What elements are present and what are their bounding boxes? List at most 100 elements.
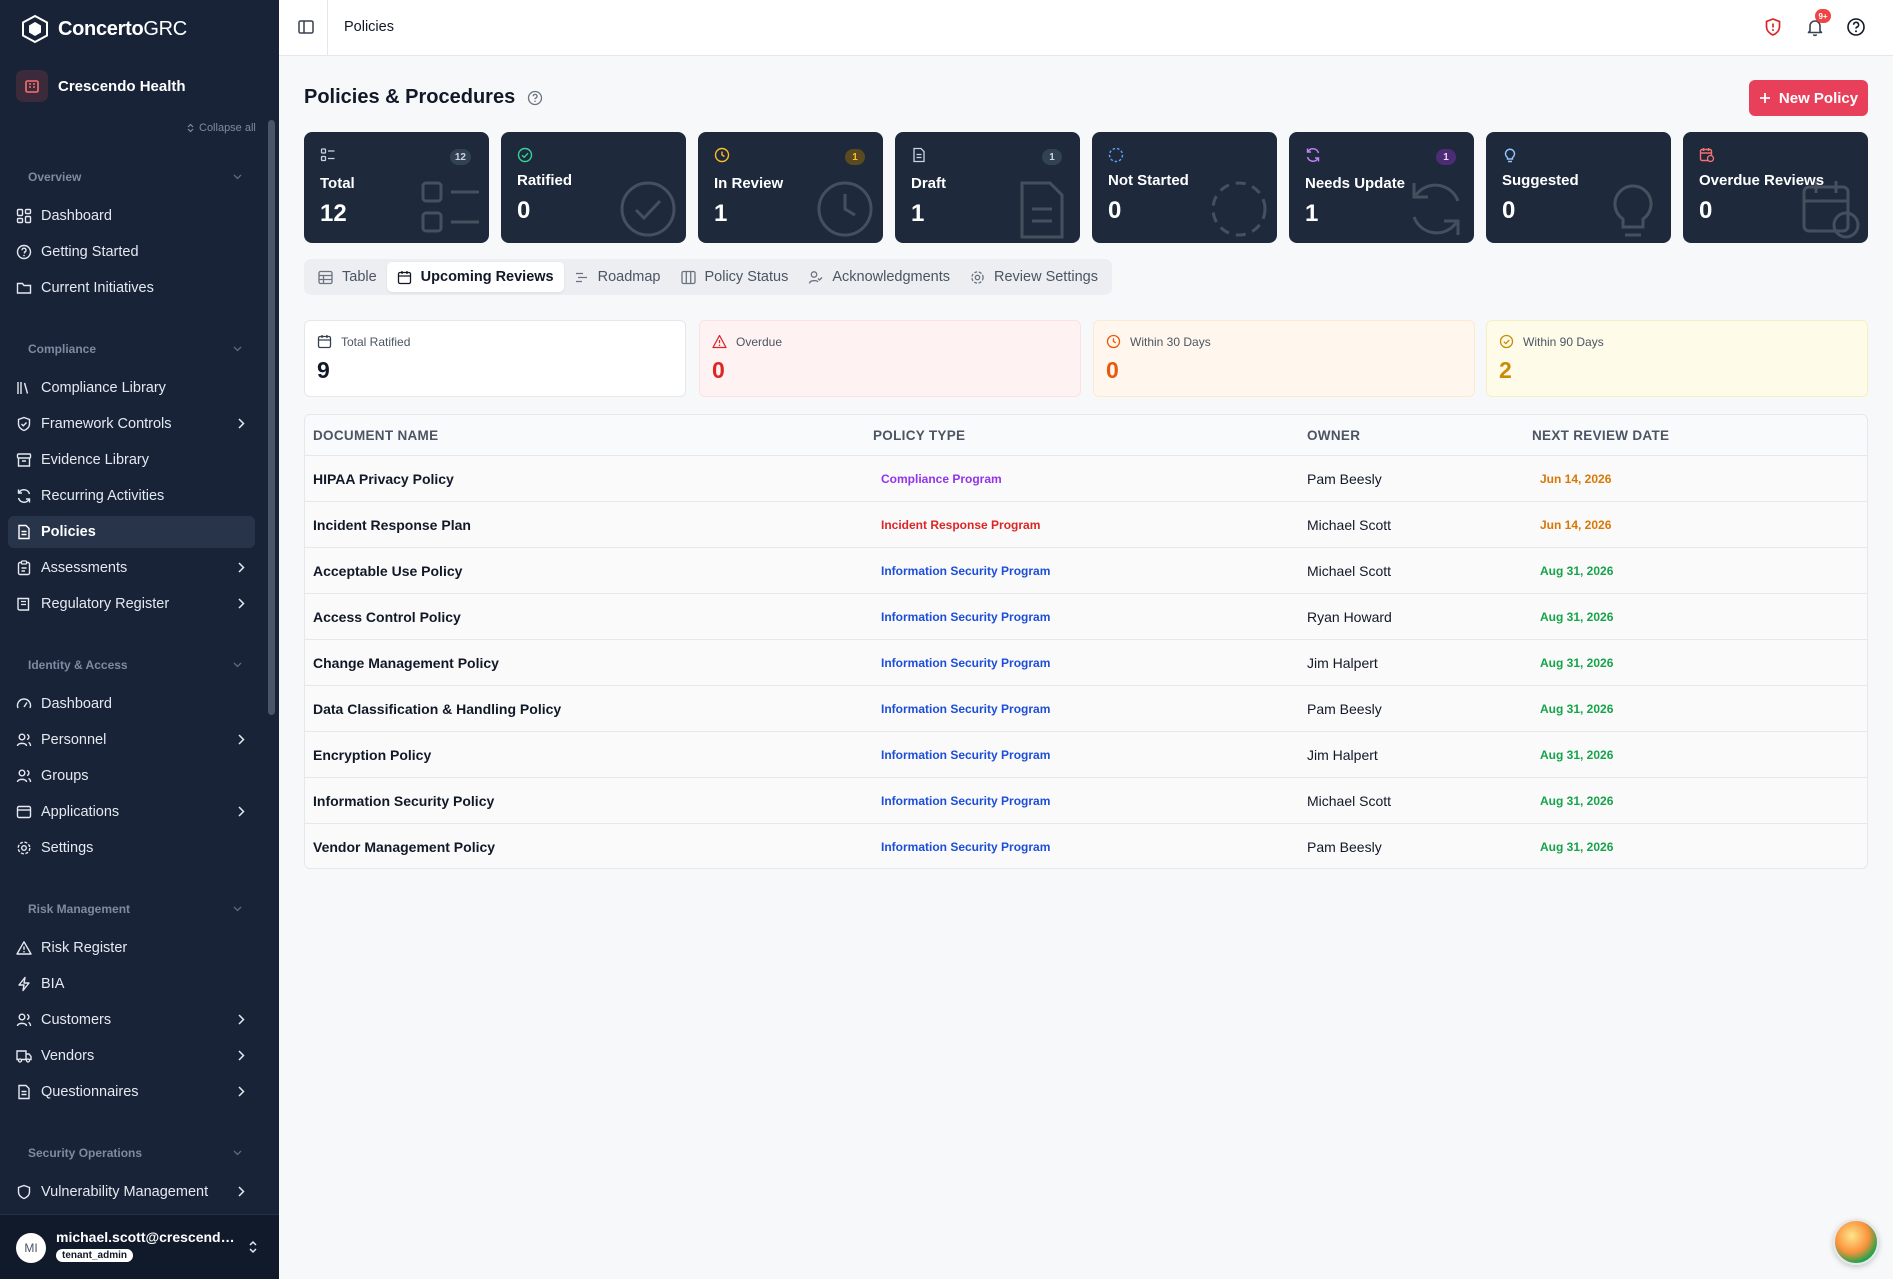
document-name[interactable]: Vendor Management Policy xyxy=(313,839,496,855)
collapse-all-button[interactable]: Collapse all xyxy=(186,122,256,134)
user-menu[interactable]: MI michael.scott@crescendohealth.com ten… xyxy=(0,1214,279,1279)
gear-icon xyxy=(17,841,31,855)
stat-card-overdue-reviews[interactable]: Overdue Reviews 0 xyxy=(1683,132,1868,243)
stat-label: Ratified xyxy=(517,172,573,189)
owner: Jim Halpert xyxy=(1307,747,1378,763)
sidebar-item-label: Regulatory Register xyxy=(41,596,170,612)
policy-type: Compliance Program xyxy=(881,472,1002,486)
document-name[interactable]: HIPAA Privacy Policy xyxy=(313,471,454,487)
sidebar-item-policies[interactable]: Policies xyxy=(8,516,255,548)
table-row[interactable]: Vendor Management Policy Information Sec… xyxy=(305,824,1867,868)
sidebar-toggle-icon[interactable] xyxy=(297,18,315,36)
column-header-policy-type[interactable]: POLICY TYPE xyxy=(873,428,966,443)
summary-label: Total Ratified xyxy=(341,335,411,349)
sidebar-item-recurring-activities[interactable]: Recurring Activities xyxy=(8,480,255,512)
shield-icon xyxy=(17,1184,31,1200)
table-row[interactable]: Data Classification & Handling Policy In… xyxy=(305,686,1867,732)
shield-alert-icon[interactable] xyxy=(1763,17,1783,37)
help-icon[interactable] xyxy=(1846,17,1866,37)
library-icon xyxy=(17,382,29,394)
org-switcher[interactable]: Crescendo Health xyxy=(16,70,186,102)
column-header-owner[interactable]: OWNER xyxy=(1307,428,1361,443)
info-help-icon[interactable] xyxy=(527,90,543,106)
sidebar-item-dashboard[interactable]: Dashboard xyxy=(8,200,255,232)
sidebar-scrollbar[interactable] xyxy=(268,120,275,715)
list-watermark-icon xyxy=(421,181,479,233)
sidebar-item-settings[interactable]: Settings xyxy=(8,832,255,864)
sidebar-item-groups[interactable]: Groups xyxy=(8,760,255,792)
sidebar-item-bia[interactable]: BIA xyxy=(8,968,255,1000)
stat-count-badge: 1 xyxy=(1436,149,1456,165)
document-name[interactable]: Access Control Policy xyxy=(313,609,461,625)
section-security-operations[interactable]: Security Operations xyxy=(28,1146,242,1160)
tab-upcoming-reviews[interactable]: Upcoming Reviews xyxy=(386,262,564,292)
section-compliance[interactable]: Compliance xyxy=(28,342,242,356)
document-name[interactable]: Data Classification & Handling Policy xyxy=(313,701,562,717)
stat-card-in-review[interactable]: 1 In Review 1 xyxy=(698,132,883,243)
brand-logo[interactable]: ConcertoGRC xyxy=(20,14,187,44)
stat-card-total[interactable]: 12 Total 12 xyxy=(304,132,489,243)
table-row[interactable]: HIPAA Privacy Policy Compliance Program … xyxy=(305,456,1867,502)
document-name[interactable]: Encryption Policy xyxy=(313,747,432,763)
section-identity-access[interactable]: Identity & Access xyxy=(28,658,242,672)
table-row[interactable]: Encryption Policy Information Security P… xyxy=(305,732,1867,778)
sidebar-item-customers[interactable]: Customers xyxy=(8,1004,255,1036)
section-compliance-label: Compliance xyxy=(28,342,97,356)
new-policy-label: New Policy xyxy=(1778,89,1859,107)
sidebar-item-regulatory-register[interactable]: Regulatory Register xyxy=(8,588,255,620)
column-header-next-review-date[interactable]: NEXT REVIEW DATE xyxy=(1532,428,1670,443)
sidebar-item-compliance-library[interactable]: Compliance Library xyxy=(8,372,255,404)
stat-card-needs-update[interactable]: 1 Needs Update 1 xyxy=(1289,132,1474,243)
tab-table[interactable]: Table xyxy=(308,262,387,292)
section-overview[interactable]: Overview xyxy=(28,170,242,184)
table-row[interactable]: Access Control Policy Information Securi… xyxy=(305,594,1867,640)
table-icon xyxy=(318,270,333,284)
tab-acknowledgments[interactable]: Acknowledgments xyxy=(798,262,960,292)
sidebar-item-vendors[interactable]: Vendors xyxy=(8,1040,255,1072)
tab-review-settings[interactable]: Review Settings xyxy=(960,262,1108,292)
column-header-document-name[interactable]: DOCUMENT NAME xyxy=(313,428,439,443)
sidebar-item-risk-register[interactable]: Risk Register xyxy=(8,932,255,964)
document-name[interactable]: Information Security Policy xyxy=(313,793,495,809)
clock-watermark-icon xyxy=(817,181,873,237)
document-name[interactable]: Acceptable Use Policy xyxy=(313,563,463,579)
policy-type: Incident Response Program xyxy=(881,518,1041,532)
assistant-avatar-button[interactable] xyxy=(1833,1219,1879,1265)
table-row[interactable]: Information Security Policy Information … xyxy=(305,778,1867,824)
sidebar-item-applications[interactable]: Applications xyxy=(8,796,255,828)
sidebar-item-label: Customers xyxy=(41,1012,112,1028)
circle-dashed-watermark-icon xyxy=(1211,181,1267,237)
sidebar-item-personnel[interactable]: Personnel xyxy=(8,724,255,756)
stat-label: Suggested xyxy=(1502,172,1579,189)
stat-label: Overdue Reviews xyxy=(1699,172,1825,189)
table-row[interactable]: Acceptable Use Policy Information Securi… xyxy=(305,548,1867,594)
new-policy-button[interactable]: New Policy xyxy=(1749,80,1868,116)
plus-icon xyxy=(1759,93,1770,103)
tab-policy-status[interactable]: Policy Status xyxy=(671,262,799,292)
top-bar: Policies 9+ xyxy=(279,0,1893,56)
sidebar-item-evidence-library[interactable]: Evidence Library xyxy=(8,444,255,476)
stat-card-suggested[interactable]: Suggested 0 xyxy=(1486,132,1671,243)
document-name[interactable]: Change Management Policy xyxy=(313,655,499,671)
sidebar-item-vulnerability-management[interactable]: Vulnerability Management xyxy=(8,1176,255,1208)
stat-card-ratified[interactable]: Ratified 0 xyxy=(501,132,686,243)
sidebar-item-questionnaires[interactable]: Questionnaires xyxy=(8,1076,255,1108)
sidebar-item-current-initiatives[interactable]: Current Initiatives xyxy=(8,272,255,304)
sidebar-item-label: Personnel xyxy=(41,732,107,748)
check-circle-icon xyxy=(517,147,533,163)
sidebar-item-getting-started[interactable]: Getting Started xyxy=(8,236,255,268)
stat-card-not-started[interactable]: Not Started 0 xyxy=(1092,132,1277,243)
sidebar-item-framework-controls[interactable]: Framework Controls xyxy=(8,408,255,440)
document-name[interactable]: Incident Response Plan xyxy=(313,517,471,533)
summary-overdue: Overdue 0 xyxy=(699,320,1081,397)
chevron-right-icon xyxy=(238,1014,245,1025)
section-risk-management[interactable]: Risk Management xyxy=(28,902,242,916)
table-row[interactable]: Change Management Policy Information Sec… xyxy=(305,640,1867,686)
sidebar-item-ia-dashboard[interactable]: Dashboard xyxy=(8,688,255,720)
stat-value: 0 xyxy=(1108,197,1122,224)
stat-card-draft[interactable]: 1 Draft 1 xyxy=(895,132,1080,243)
sidebar-item-assessments[interactable]: Assessments xyxy=(8,552,255,584)
policy-type: Information Security Program xyxy=(881,840,1051,854)
tab-roadmap[interactable]: Roadmap xyxy=(564,262,671,292)
table-row[interactable]: Incident Response Plan Incident Response… xyxy=(305,502,1867,548)
